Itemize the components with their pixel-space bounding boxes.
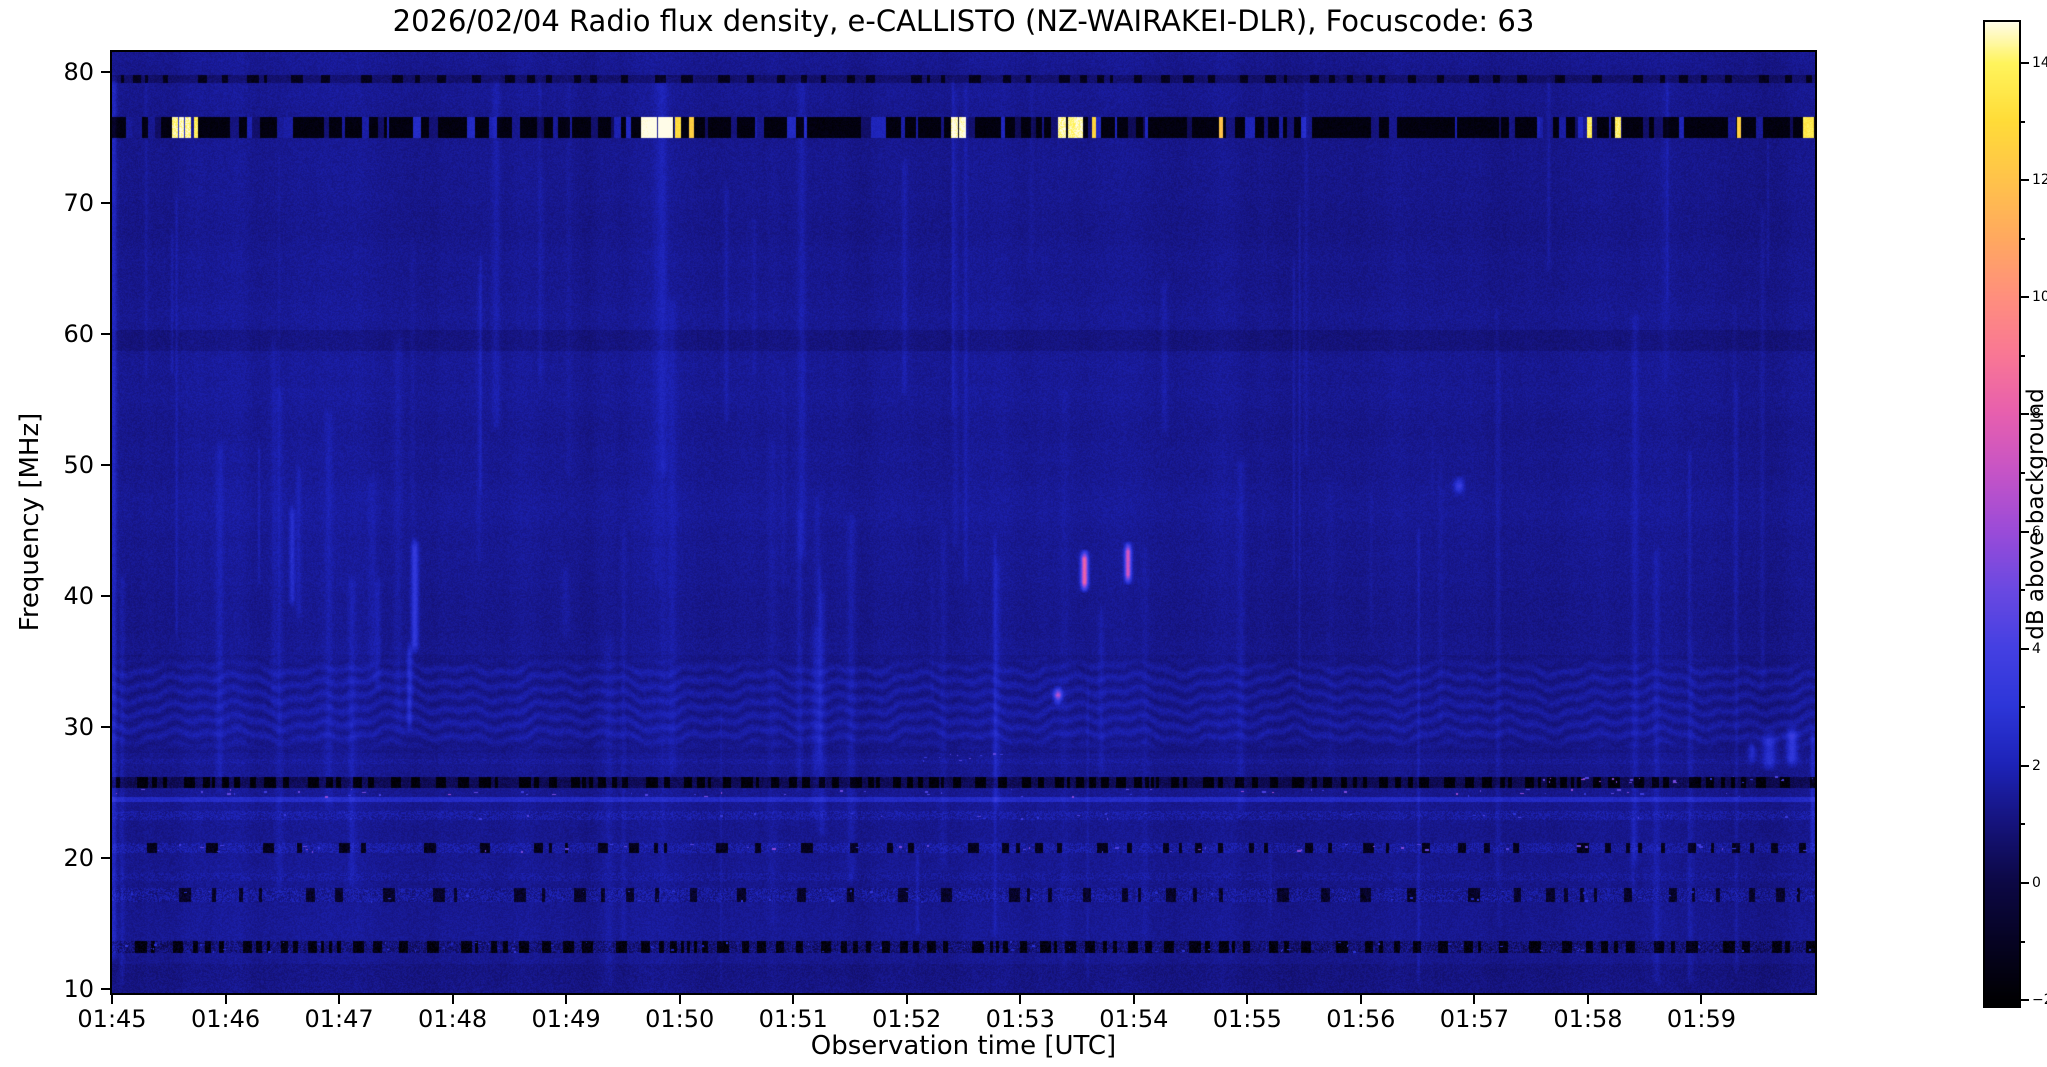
x-tick (1132, 995, 1135, 1004)
x-tick-label: 01:53 (985, 1005, 1055, 1033)
colorbar-tick (2021, 62, 2029, 64)
x-tick-label: 01:46 (190, 1005, 261, 1033)
x-tick (792, 995, 795, 1004)
x-tick-label: 01:52 (872, 1005, 942, 1033)
y-tick-label: 10 (63, 975, 94, 1004)
x-tick-label: 01:56 (1326, 1005, 1396, 1033)
x-tick (905, 995, 908, 1004)
x-tick (1586, 995, 1589, 1004)
y-tick (101, 988, 110, 991)
colorbar-tick (2021, 179, 2029, 182)
colorbar-tick-label: −2 (2032, 992, 2047, 1009)
colorbar-label: dB above background (2023, 388, 2047, 640)
colorbar-tick (2021, 999, 2029, 1002)
x-tick (338, 995, 341, 1004)
x-tick-label: 01:54 (1099, 1005, 1169, 1033)
plot-frame (110, 50, 1817, 995)
x-tick (1246, 995, 1249, 1004)
y-tick-label: 30 (63, 712, 94, 741)
x-tick (224, 995, 227, 1004)
x-tick-label: 01:48 (418, 1005, 488, 1033)
colorbar-tick (2021, 940, 2025, 943)
colorbar-tick-label: 6 (2032, 523, 2041, 540)
colorbar-tick (2021, 237, 2025, 240)
x-tick (1700, 995, 1703, 1004)
colorbar-tick (2021, 823, 2025, 826)
spectrogram-canvas (112, 52, 1815, 993)
x-tick (565, 995, 568, 1004)
y-tick-label: 60 (63, 319, 94, 348)
x-tick-label: 01:55 (1212, 1005, 1282, 1033)
colorbar-tick (2021, 120, 2025, 123)
y-tick (101, 725, 110, 728)
colorbar-tick (2021, 413, 2029, 416)
colorbar-tick-label: 14 (2032, 55, 2047, 71)
y-tick-label: 20 (63, 844, 94, 872)
colorbar-tick-label: 0 (2032, 875, 2041, 891)
x-tick-label: 01:51 (758, 1005, 828, 1033)
y-tick (101, 201, 110, 204)
colorbar-tick (2021, 530, 2029, 533)
x-tick (1019, 995, 1022, 1004)
colorbar-tick (2021, 296, 2029, 299)
colorbar-gradient (1985, 22, 2019, 1006)
x-tick-label: 01:58 (1553, 1005, 1623, 1033)
colorbar-tick-label: 8 (2032, 406, 2041, 423)
colorbar-tick (2021, 589, 2025, 592)
x-tick-label: 01:45 (77, 1005, 147, 1033)
y-tick (101, 594, 110, 597)
x-tick (1473, 995, 1476, 1004)
x-tick (451, 995, 454, 1004)
x-tick (1359, 995, 1362, 1004)
colorbar-tick (2021, 882, 2029, 884)
y-tick (101, 463, 110, 466)
colorbar-tick-label: 10 (2032, 289, 2047, 306)
y-tick (101, 857, 110, 859)
x-tick-label: 01:57 (1439, 1005, 1509, 1033)
colorbar-tick-label: 12 (2032, 172, 2047, 189)
y-tick-label: 50 (63, 450, 94, 479)
x-axis-label: Observation time [UTC] (810, 1031, 1117, 1061)
y-tick-label: 70 (63, 188, 94, 217)
x-tick-label: 01:50 (645, 1005, 715, 1033)
colorbar-tick (2021, 354, 2025, 357)
y-tick-label: 40 (63, 581, 94, 610)
y-tick-label: 80 (63, 57, 94, 86)
y-tick (101, 70, 110, 73)
x-tick (678, 995, 681, 1004)
chart-title: 2026/02/04 Radio flux density, e-CALLIST… (392, 4, 1535, 38)
colorbar-tick-label: 2 (2032, 757, 2041, 774)
x-tick-label: 01:47 (304, 1005, 374, 1033)
colorbar-frame (1983, 20, 2021, 1008)
x-tick-label: 01:59 (1666, 1005, 1737, 1033)
x-tick-label: 01:49 (531, 1005, 601, 1033)
colorbar-tick (2021, 706, 2025, 709)
colorbar-tick (2021, 647, 2029, 650)
colorbar-tick (2021, 472, 2025, 474)
colorbar-tick (2021, 764, 2029, 767)
y-tick (101, 332, 110, 335)
x-tick (111, 995, 113, 1004)
colorbar-tick-label: 4 (2032, 640, 2041, 657)
